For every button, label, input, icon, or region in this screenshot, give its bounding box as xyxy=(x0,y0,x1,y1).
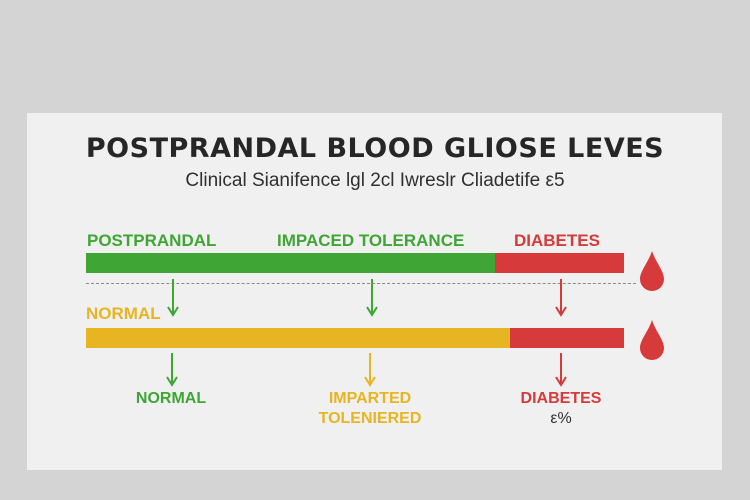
divider-dashed-line xyxy=(86,283,636,284)
infographic-card: POSTPRANDAL BLOOD GLIOSE LEVES Clinical … xyxy=(27,113,722,470)
normal-bottom-text: NORMAL xyxy=(135,390,207,407)
top-bar-red-segment xyxy=(495,253,624,273)
diabetes-bottom-label: DIABETES ε% xyxy=(491,389,631,429)
normal-bottom-label: NORMAL xyxy=(101,389,241,409)
down-arrow-icon xyxy=(555,279,567,317)
down-arrow-icon xyxy=(166,353,178,387)
normal-left-label: NORMAL xyxy=(86,304,161,323)
impaired-line1: IMPARTED xyxy=(328,390,412,407)
down-arrow-icon xyxy=(364,353,376,387)
top-bar-green-segment xyxy=(86,253,495,273)
down-arrow-icon xyxy=(167,279,179,317)
diabetes-line1: DIABETES xyxy=(520,390,602,407)
down-arrow-icon xyxy=(366,279,378,317)
diabetes-top-label: DIABETES xyxy=(514,231,600,250)
infographic-subtitle: Clinical Sianifence lgl 2cl Iwreslr Clia… xyxy=(185,170,565,191)
bottom-bar-red-segment xyxy=(510,328,624,348)
bottom-bar-yellow-segment xyxy=(86,328,510,348)
down-arrow-icon xyxy=(555,353,567,387)
impaired-tolerance-label: IMPACED TOLERANCE xyxy=(277,231,465,250)
postprandial-label: POSTPRANDAL xyxy=(87,231,217,250)
infographic-title: POSTPRANDAL BLOOD GLIOSE LEVES xyxy=(85,133,665,164)
blood-drop-icon xyxy=(640,320,664,360)
impaired-tolerance-bottom-label: IMPARTED TOLENIERED xyxy=(300,389,440,429)
diabetes-line2: ε% xyxy=(550,410,572,427)
blood-drop-icon xyxy=(640,251,664,291)
impaired-line2: TOLENIERED xyxy=(318,410,422,427)
